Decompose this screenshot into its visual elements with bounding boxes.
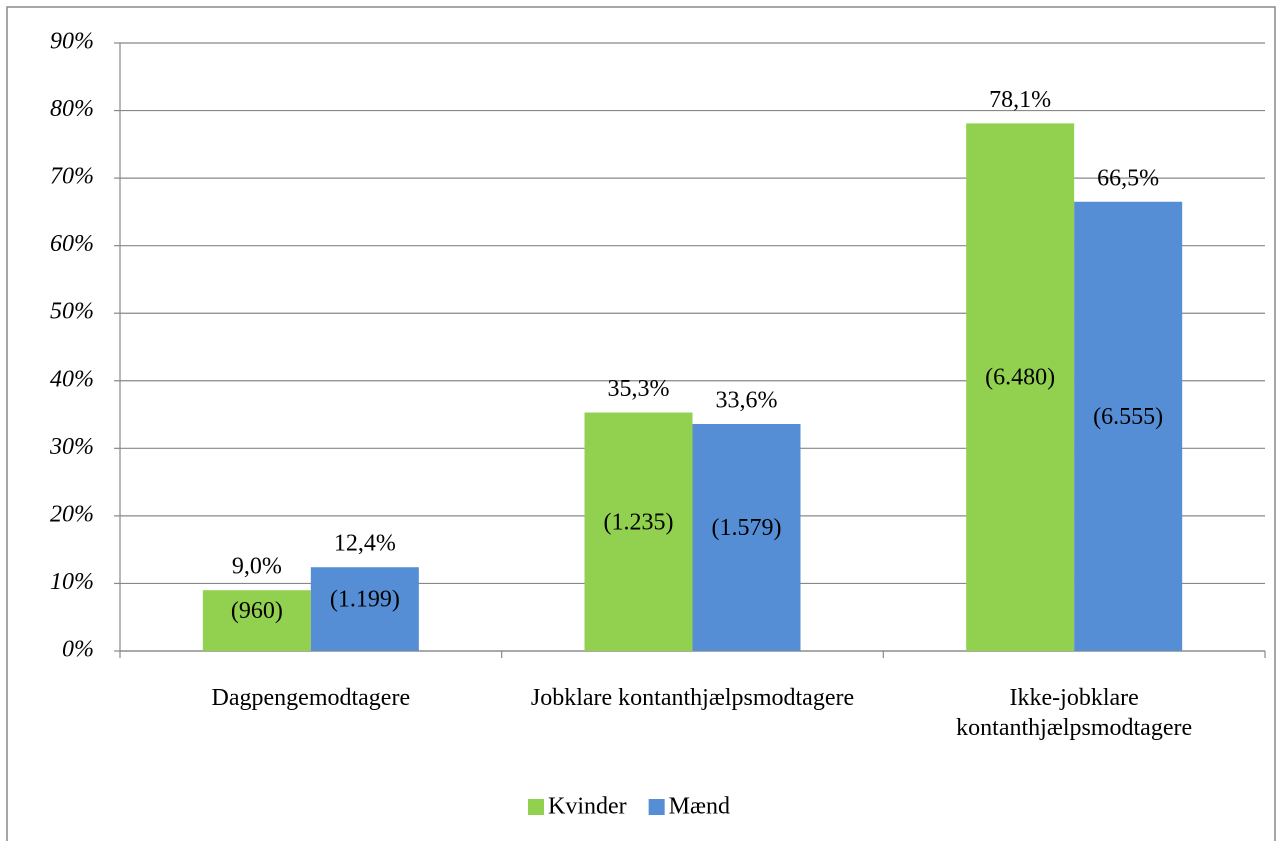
y-tick-label: 90%: [50, 29, 94, 55]
count-label: (1.199): [330, 587, 400, 613]
bar: [1074, 201, 1183, 651]
y-tick-label: 50%: [50, 299, 94, 325]
y-tick-label: 30%: [49, 434, 94, 460]
y-tick-label: 20%: [50, 501, 94, 527]
bar: [966, 123, 1075, 651]
y-tick-label: 40%: [50, 366, 94, 392]
value-label: 66,5%: [1097, 165, 1159, 191]
legend-label: Mænd: [669, 794, 730, 820]
y-tick-label: 0%: [62, 637, 94, 663]
legend-swatch: [528, 799, 544, 815]
bar: [692, 424, 801, 651]
bar: [310, 567, 419, 651]
x-tick-label: Ikke-jobklare kontanthjælpsmodtagere: [956, 685, 1193, 741]
y-tick-label: 60%: [50, 231, 94, 257]
count-label: (6.555): [1093, 404, 1163, 430]
value-label: 12,4%: [334, 531, 396, 557]
y-tick-label: 80%: [50, 96, 94, 122]
count-label: (6.480): [985, 365, 1055, 391]
value-label: 9,0%: [232, 554, 282, 580]
chart-border: [6, 6, 1276, 841]
count-label: (1.235): [604, 509, 674, 535]
value-label: 78,1%: [989, 87, 1051, 113]
legend-swatch: [648, 799, 665, 815]
y-tick-label: 70%: [50, 164, 94, 190]
count-label: (960): [231, 598, 283, 624]
y-tick-label: 10%: [50, 569, 94, 595]
x-tick-label: Jobklare kontanthjælpsmodtagere: [530, 685, 855, 711]
bar: [584, 412, 693, 651]
bar: [202, 590, 311, 651]
legend-label: Kvinder: [548, 794, 627, 820]
value-label: 33,6%: [716, 388, 778, 414]
value-label: 35,3%: [608, 376, 670, 402]
count-label: (1.579): [712, 515, 782, 541]
x-tick-label: Dagpengemodtagere: [211, 685, 411, 711]
